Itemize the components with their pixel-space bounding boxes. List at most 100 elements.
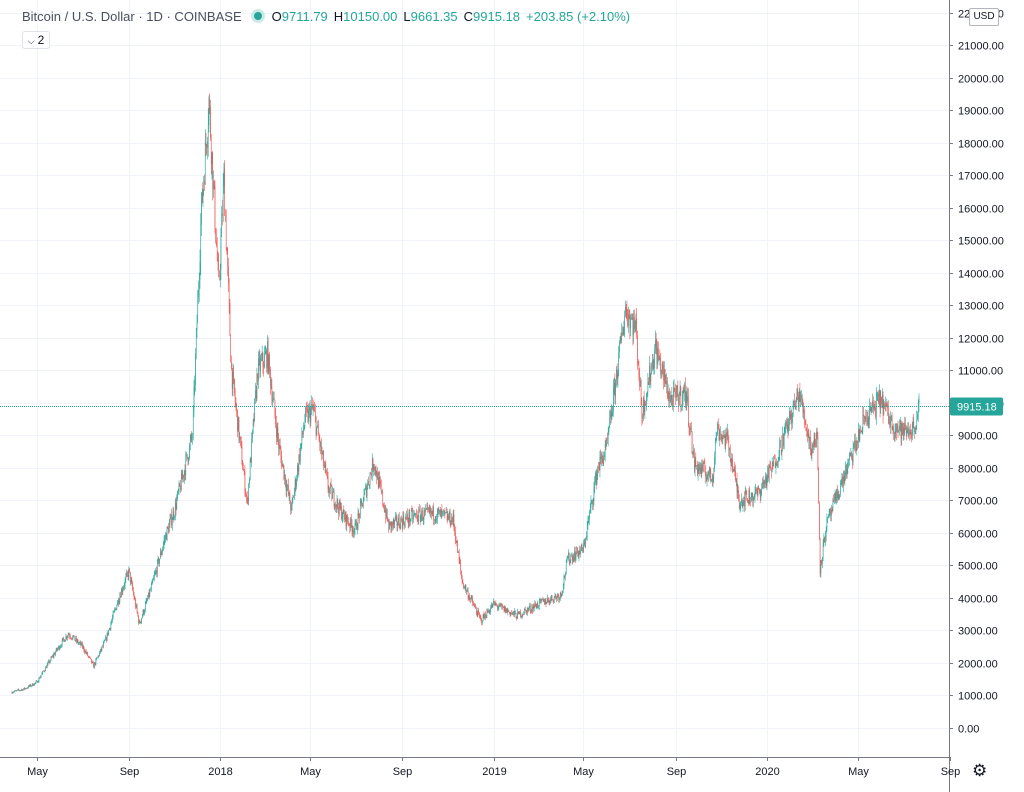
x-tick-label: May [300, 766, 321, 778]
candle-body [837, 489, 838, 499]
candle-body [404, 522, 405, 526]
candle-body [358, 513, 360, 514]
candle-body [572, 556, 574, 562]
candle-body [773, 457, 775, 467]
candle-body [86, 652, 88, 654]
candle-body [91, 661, 93, 663]
candle-body [846, 468, 848, 476]
candle-body [640, 380, 642, 405]
candle-body [685, 391, 687, 404]
y-tick-label: 1000.00 [958, 691, 998, 703]
gear-icon[interactable]: ⚙ [972, 761, 988, 780]
candle-body [853, 448, 855, 449]
candle-body [470, 596, 472, 599]
candle-body [916, 418, 918, 426]
candle-body [598, 467, 599, 469]
candle-body [629, 315, 631, 329]
candle-body [25, 688, 26, 690]
candle-body [259, 357, 261, 371]
candle-body [342, 509, 344, 518]
candle-body [574, 550, 575, 561]
candle-body [279, 444, 281, 449]
candle-body [698, 464, 700, 469]
candle-body [910, 431, 912, 433]
candle-body [809, 436, 810, 442]
candle-body [467, 590, 468, 592]
candle-body [146, 600, 148, 601]
candle-body [768, 466, 770, 479]
candle-body [282, 463, 283, 467]
candle-body [726, 432, 727, 438]
candle-body [413, 514, 414, 520]
candle-body [462, 582, 464, 584]
candle-body [33, 685, 35, 686]
candle-body [105, 637, 106, 641]
candle-body [51, 657, 52, 658]
candle-body [804, 420, 806, 424]
candle-body [533, 605, 535, 609]
candle-body [200, 225, 202, 263]
candle-body [243, 469, 244, 471]
candle-body [861, 430, 863, 433]
candle-body [401, 520, 403, 528]
candle-body [74, 640, 76, 641]
candle-body [347, 521, 349, 525]
candle-body [655, 340, 657, 347]
candle-body [458, 551, 460, 560]
currency-button[interactable]: USD [969, 8, 999, 26]
candle-body [682, 398, 683, 405]
candle-body [180, 473, 182, 491]
candle-body [48, 660, 49, 663]
high-value: 10150.00 [343, 9, 398, 24]
candle-body [446, 512, 448, 521]
candle-body [493, 600, 494, 603]
candle-body [885, 404, 887, 406]
candle-body [613, 387, 614, 412]
candle-body [774, 458, 776, 468]
candle-body [433, 506, 434, 520]
candle-body [520, 611, 521, 618]
candle-body [884, 404, 885, 406]
candle-body [549, 602, 551, 603]
candle-body [167, 527, 169, 528]
candle-body [195, 329, 197, 355]
candle-body [466, 590, 467, 592]
symbol-title[interactable]: Bitcoin / U.S. Dollar · 1D · COINBASE [22, 9, 242, 24]
candle-body [881, 397, 882, 404]
y-tick-label: 16000.00 [958, 204, 1004, 216]
candle-body [273, 397, 275, 401]
candle-body [668, 392, 670, 399]
candle-body [468, 596, 470, 599]
candle-body [692, 452, 694, 456]
candle-body [186, 453, 187, 457]
candle-body [770, 466, 772, 470]
candle-body [240, 439, 242, 446]
candle-body [670, 399, 671, 402]
candle-body [428, 509, 430, 512]
candle-body [755, 488, 757, 493]
candle-body [652, 360, 654, 369]
candle-body [604, 455, 605, 457]
price-scale-background[interactable] [949, 0, 1024, 757]
candle-body [711, 479, 713, 482]
candle-body [618, 351, 619, 374]
candle-body [285, 474, 286, 485]
candle-body [129, 568, 130, 573]
candle-body [852, 457, 853, 462]
indicator-collapse-button[interactable]: ⌵ 2 [22, 31, 50, 49]
candle-body [693, 450, 694, 456]
candle-body [372, 458, 374, 471]
candle-body [607, 431, 609, 440]
time-scale-background[interactable] [0, 757, 949, 792]
candle-body [76, 637, 77, 642]
candle-body [556, 596, 557, 600]
candle-body [569, 560, 571, 564]
candle-body [899, 425, 900, 430]
change-value: +203.85 (+2.10%) [526, 9, 631, 24]
y-tick-label: 3000.00 [958, 626, 998, 638]
candle-body [714, 439, 716, 458]
candle-body [654, 350, 655, 366]
candle-body [185, 456, 187, 476]
candle-body [816, 432, 817, 448]
